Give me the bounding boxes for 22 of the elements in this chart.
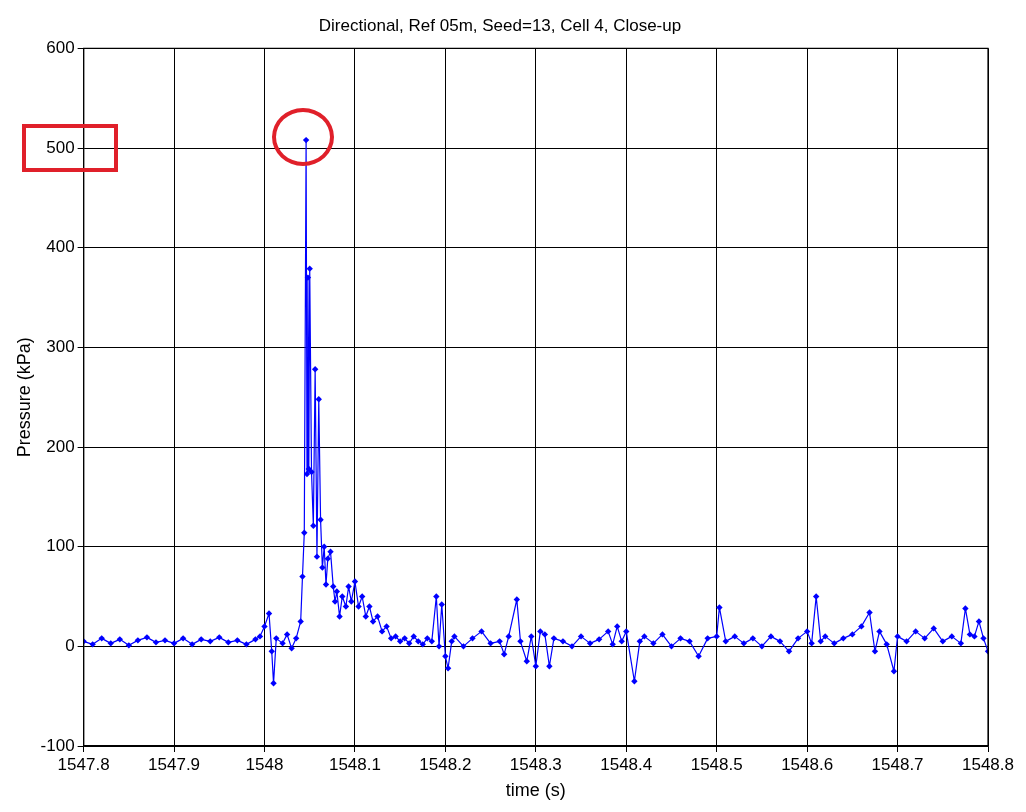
x-tick-label: 1547.9 bbox=[148, 754, 201, 774]
y-tick-label: 400 bbox=[46, 237, 75, 257]
x-tick-label: 1548.3 bbox=[509, 754, 562, 774]
y-tick-label: 500 bbox=[46, 137, 75, 157]
chart-title: Directional, Ref 05m, Seed=13, Cell 4, Close-up bbox=[318, 15, 682, 35]
x-tick-label: 1548.8 bbox=[962, 754, 1014, 774]
y-axis-title: Pressure (kPa) bbox=[13, 337, 34, 458]
y-tick-label: -100 bbox=[40, 735, 75, 755]
x-tick-label: 1548.7 bbox=[871, 754, 924, 774]
x-tick-label: 1548.5 bbox=[690, 754, 743, 774]
x-tick-label: 1548.6 bbox=[781, 754, 834, 774]
x-tick-label: 1548.2 bbox=[419, 754, 472, 774]
y-tick-label: 0 bbox=[65, 636, 75, 656]
x-tick-label: 1548.1 bbox=[328, 754, 381, 774]
x-tick-label: 1547.8 bbox=[57, 754, 110, 774]
y-tick-label: 200 bbox=[46, 436, 75, 456]
y-tick-label: 600 bbox=[46, 38, 75, 58]
y-tick-label: 300 bbox=[46, 337, 75, 357]
x-axis-title: time (s) bbox=[505, 780, 566, 801]
x-tick-label: 1548 bbox=[245, 754, 284, 774]
x-tick-label: 1548.4 bbox=[600, 754, 653, 774]
y-tick-label: 100 bbox=[46, 536, 75, 556]
